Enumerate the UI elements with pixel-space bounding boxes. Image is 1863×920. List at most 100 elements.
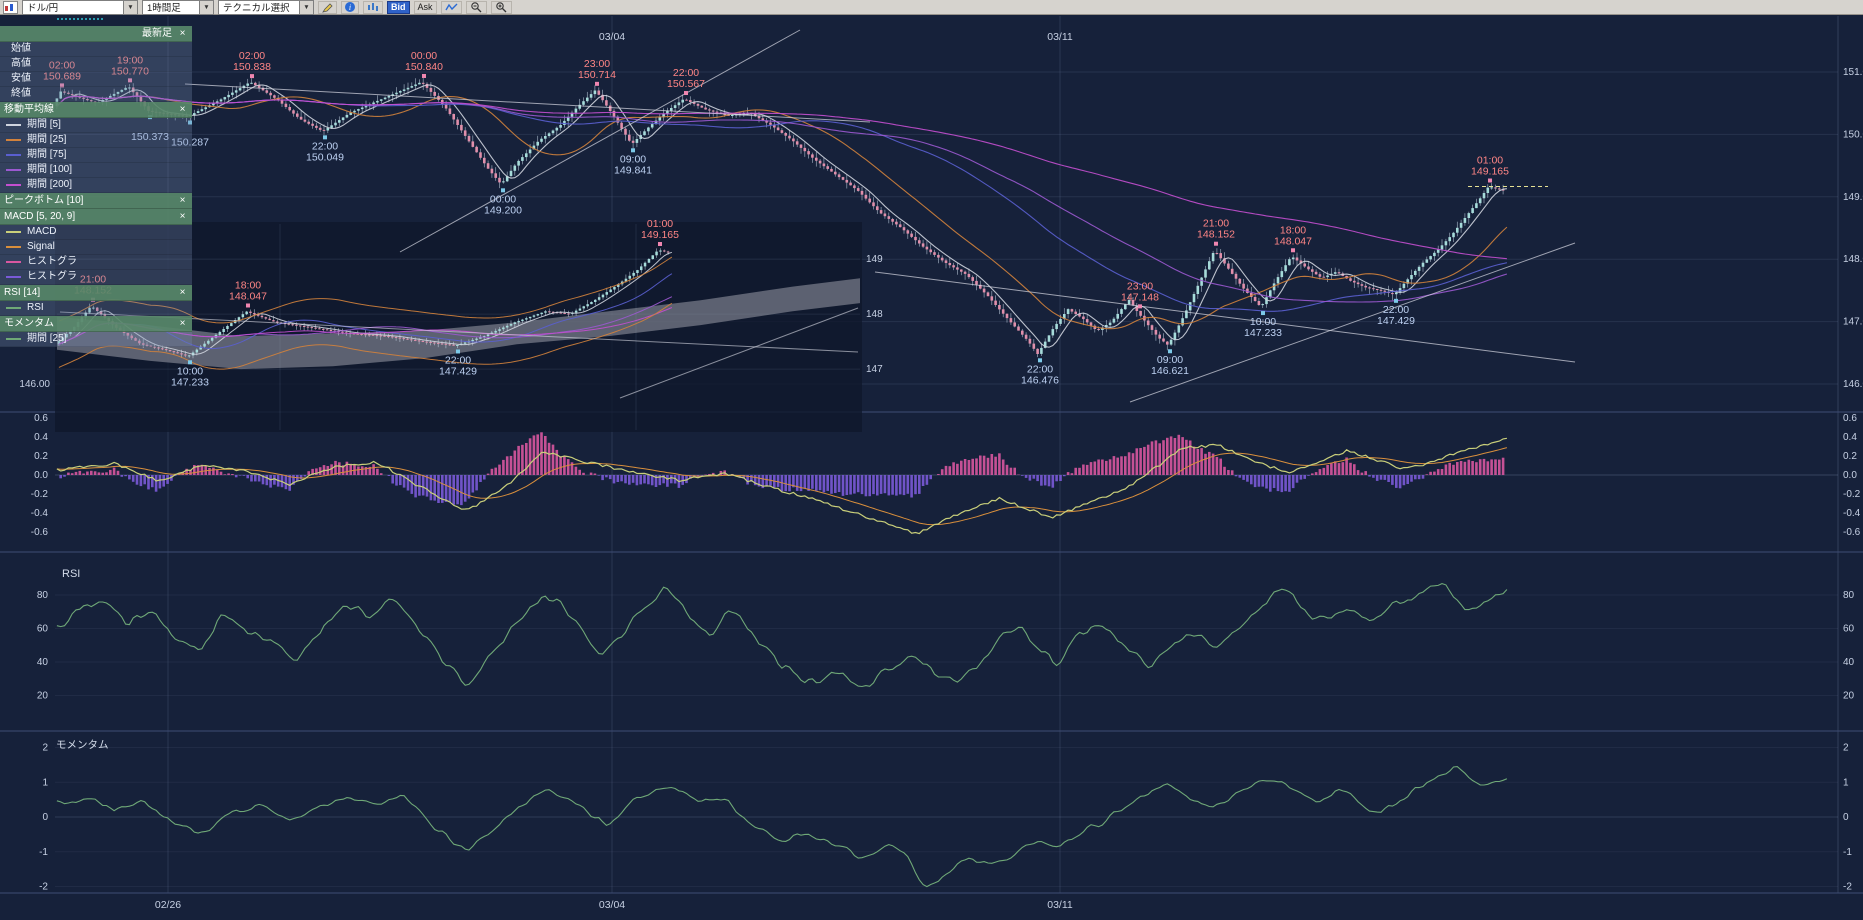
- legend-section-title: RSI [14]: [4, 286, 41, 298]
- svg-text:0.6: 0.6: [34, 413, 48, 424]
- legend-section-header: 移動平均線 ×: [0, 102, 192, 118]
- legend-line-swatch: [6, 184, 21, 186]
- legend-item-label: 始値: [11, 43, 31, 54]
- pair-select[interactable]: ドル/円 ▼: [22, 0, 138, 15]
- svg-text:22:00: 22:00: [445, 354, 471, 366]
- line-mode-button[interactable]: [440, 0, 462, 14]
- bar-chart-icon: [368, 2, 378, 11]
- svg-text:149: 149: [866, 254, 883, 265]
- svg-text:-2: -2: [1843, 882, 1852, 893]
- svg-text:147.233: 147.233: [171, 376, 209, 388]
- legend-item[interactable]: 高値: [0, 57, 192, 72]
- legend-item[interactable]: ヒストグラ: [0, 255, 192, 270]
- svg-text:10:00: 10:00: [1250, 316, 1276, 328]
- svg-text:150.689: 150.689: [43, 70, 81, 82]
- ask-toggle[interactable]: Ask: [413, 0, 437, 14]
- draw-pencil-button[interactable]: [318, 0, 337, 14]
- svg-text:03/04: 03/04: [599, 31, 625, 43]
- legend-item-label: ヒストグラ: [27, 256, 77, 267]
- macd-panel: [56, 432, 1508, 535]
- legend-item[interactable]: 期間 [25]: [0, 332, 192, 347]
- svg-text:03/11: 03/11: [1047, 899, 1073, 911]
- legend-line-swatch: [6, 154, 21, 156]
- info-icon: i: [345, 2, 355, 12]
- legend-item[interactable]: 期間 [200]: [0, 178, 192, 193]
- svg-text:148: 148: [866, 309, 883, 320]
- svg-text:-0.6: -0.6: [1843, 527, 1861, 538]
- axis-labels: 151.0 150.0 149.0 148.0 147.0 146.0 146.00 03/0…: [19, 31, 1863, 911]
- svg-text:148.047: 148.047: [1274, 235, 1312, 247]
- svg-text:150.0: 150.0: [1843, 129, 1863, 140]
- timeframe-select[interactable]: 1時間足 ▼: [142, 0, 214, 15]
- legend-close-button[interactable]: ×: [179, 27, 186, 39]
- legend-close-button[interactable]: ×: [179, 317, 186, 329]
- svg-text:22:00: 22:00: [1383, 304, 1409, 316]
- svg-text:02:00: 02:00: [49, 59, 75, 71]
- svg-text:03/04: 03/04: [599, 899, 625, 911]
- svg-text:23:00: 23:00: [1127, 280, 1153, 292]
- svg-text:02:00: 02:00: [239, 50, 265, 62]
- svg-text:0.2: 0.2: [34, 451, 48, 462]
- legend-item[interactable]: 始値: [0, 42, 192, 57]
- bid-toggle[interactable]: Bid: [387, 0, 410, 14]
- svg-text:18:00: 18:00: [235, 279, 261, 291]
- legend-item[interactable]: 期間 [100]: [0, 163, 192, 178]
- svg-text:0.4: 0.4: [34, 432, 48, 443]
- legend-section-header: モメンタム ×: [0, 316, 192, 332]
- technical-select[interactable]: テクニカル選択 ▼: [218, 0, 314, 15]
- svg-text:01:00: 01:00: [1477, 155, 1503, 167]
- svg-text:20: 20: [1843, 691, 1855, 702]
- svg-text:-0.4: -0.4: [1843, 508, 1861, 519]
- svg-text:10:00: 10:00: [177, 365, 203, 377]
- legend-item[interactable]: Signal: [0, 240, 192, 255]
- zoom-out-button[interactable]: [465, 0, 487, 14]
- svg-text:149.200: 149.200: [484, 204, 522, 216]
- chevron-down-icon[interactable]: ▼: [199, 0, 213, 14]
- chart-type-button[interactable]: [363, 0, 383, 14]
- svg-text:148.0: 148.0: [1843, 254, 1863, 265]
- main-price-chart: [55, 78, 1508, 358]
- svg-text:150.373: 150.373: [131, 131, 169, 143]
- rsi-panel: [56, 583, 1508, 688]
- pair-select-value: ドル/円: [27, 3, 59, 14]
- legend-item[interactable]: 期間 [5]: [0, 118, 192, 133]
- legend-item-label: 安値: [11, 73, 31, 84]
- svg-text:146.621: 146.621: [1151, 365, 1189, 377]
- svg-text:-0.6: -0.6: [31, 527, 49, 538]
- legend-section-title: 最新足: [142, 27, 172, 39]
- svg-text:147.233: 147.233: [1244, 327, 1282, 339]
- legend-item[interactable]: 安値: [0, 72, 192, 87]
- chevron-down-icon[interactable]: ▼: [299, 0, 313, 14]
- svg-text:01:00: 01:00: [647, 218, 673, 230]
- legend-item[interactable]: RSI: [0, 301, 192, 316]
- legend-item-label: MACD: [27, 226, 57, 237]
- svg-text:146.476: 146.476: [1021, 374, 1059, 386]
- legend-section-title: モメンタム: [4, 317, 54, 329]
- svg-text:21:00: 21:00: [80, 274, 106, 286]
- legend-item[interactable]: 終値: [0, 87, 192, 102]
- svg-text:149.165: 149.165: [641, 229, 679, 241]
- legend-close-button[interactable]: ×: [179, 194, 186, 206]
- legend-item-label: RSI: [27, 302, 44, 313]
- legend-close-button[interactable]: ×: [179, 103, 186, 115]
- legend-line-swatch: [6, 261, 21, 263]
- zoom-in-button[interactable]: [490, 0, 512, 14]
- legend-section-header: 最新足 ×: [0, 26, 192, 42]
- legend-panel: 最新足 × 始値 高値 安値 終値 移動平均線 × 期間 [5] 期間 [25] 期間 [75] 期間…: [0, 26, 192, 347]
- legend-item[interactable]: 期間 [75]: [0, 148, 192, 163]
- legend-item[interactable]: MACD: [0, 225, 192, 240]
- svg-text:モメンタム: モメンタム: [56, 739, 109, 751]
- legend-item-label: Signal: [27, 241, 55, 252]
- svg-text:60: 60: [37, 624, 49, 635]
- legend-close-button[interactable]: ×: [179, 286, 186, 298]
- legend-close-button[interactable]: ×: [179, 210, 186, 222]
- legend-item-label: 終値: [11, 88, 31, 99]
- chevron-down-icon[interactable]: ▼: [123, 0, 137, 14]
- info-button[interactable]: i: [341, 0, 359, 14]
- legend-item[interactable]: ヒストグラ: [0, 270, 192, 285]
- svg-text:146.00: 146.00: [19, 379, 50, 390]
- svg-text:09:00: 09:00: [1157, 354, 1183, 366]
- svg-text:-0.2: -0.2: [1843, 489, 1861, 500]
- legend-item[interactable]: 期間 [25]: [0, 133, 192, 148]
